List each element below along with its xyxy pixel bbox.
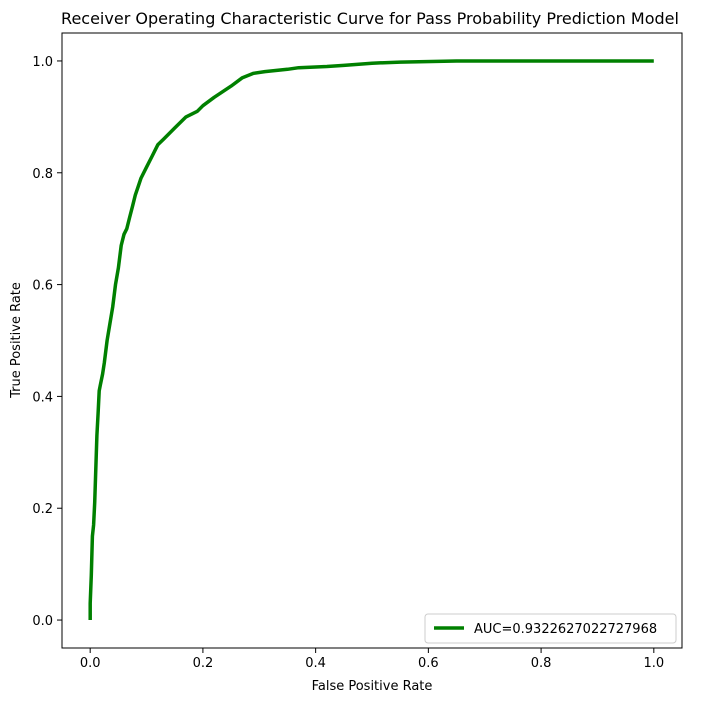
x-tick-label: 0.4	[305, 656, 326, 671]
x-tick-label: 1.0	[643, 656, 664, 671]
legend-label: AUC=0.9322627022727968	[474, 622, 657, 637]
y-axis-ticks: 0.0 0.2 0.4 0.6 0.8 1.0	[32, 55, 62, 629]
y-tick-label: 0.2	[32, 502, 53, 517]
y-tick-label: 0.8	[32, 167, 53, 182]
y-tick-label: 0.0	[32, 614, 53, 629]
y-tick-label: 0.4	[32, 390, 53, 405]
roc-curve-line	[88, 59, 654, 620]
x-tick-label: 0.0	[80, 656, 101, 671]
plot-frame	[61, 32, 683, 649]
legend-box	[424, 613, 677, 644]
x-axis-label: False Positive Rate	[312, 679, 433, 694]
legend: AUC=0.9322627022727968	[424, 613, 677, 644]
y-tick-label: 1.0	[32, 55, 53, 70]
x-tick-label: 0.6	[418, 656, 439, 671]
y-axis-label: True Positive Rate	[9, 282, 24, 399]
chart-title: Receiver Operating Characteristic Curve …	[61, 9, 679, 28]
x-axis-ticks: 0.0 0.2 0.4 0.6 0.8 1.0	[80, 648, 664, 671]
x-tick-label: 0.2	[193, 656, 214, 671]
y-tick-label: 0.6	[32, 279, 53, 294]
x-tick-label: 0.8	[531, 656, 552, 671]
